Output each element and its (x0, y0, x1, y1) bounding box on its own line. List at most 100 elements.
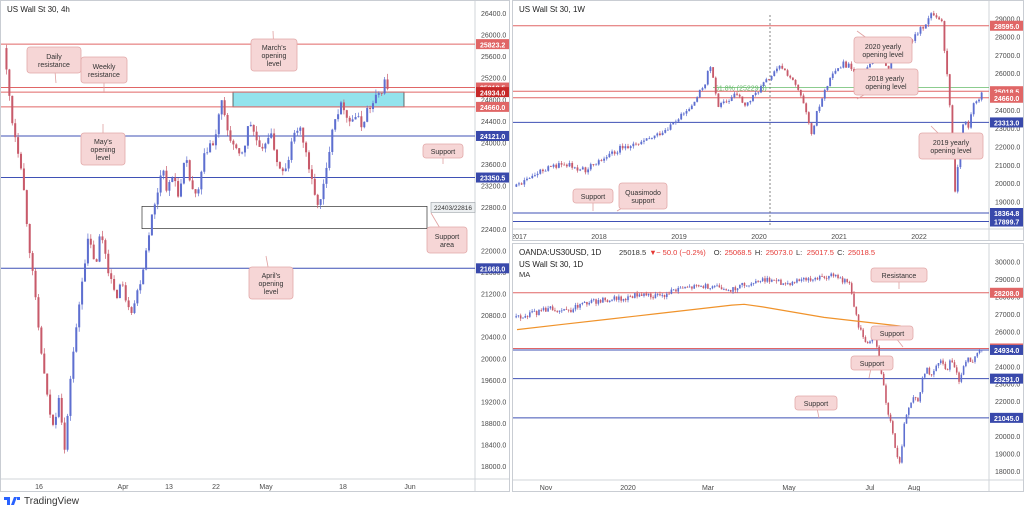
candle (815, 110, 818, 127)
candle-body (316, 194, 319, 205)
candle-body (595, 164, 598, 166)
chart-panel-1d[interactable]: 30000.029000.028000.027000.026000.025000… (512, 243, 1024, 492)
candle (894, 433, 896, 449)
candle-body (523, 180, 526, 185)
price-badge (990, 86, 1023, 97)
candle (518, 181, 520, 187)
candle-body (834, 70, 837, 74)
candle-body (777, 279, 780, 282)
callout: March's opening level (250, 30, 298, 72)
candle-body (22, 168, 25, 191)
candle-body (914, 34, 917, 41)
callout: Daily resistance (26, 46, 82, 84)
candle-body (892, 421, 894, 434)
candle-body (139, 284, 142, 291)
candle (522, 317, 524, 319)
candle-body (136, 290, 139, 304)
candle-body (926, 367, 928, 374)
chart-1w-svg[interactable]: 29000.028000.027000.026000.025000.024000… (513, 1, 1024, 241)
price-badge-label: 23291.0 (994, 377, 1019, 384)
candle-body (95, 259, 98, 262)
candle-body (812, 279, 814, 281)
candle-body (839, 277, 842, 279)
candle (517, 315, 520, 318)
candle (956, 164, 959, 194)
candle-body (711, 286, 714, 289)
price-badge-label: 25823.2 (480, 42, 505, 49)
candle (887, 402, 890, 417)
tradingview-logo[interactable]: TradingView (4, 494, 79, 508)
candle-body (605, 157, 608, 159)
candle (386, 73, 389, 91)
candle (342, 99, 345, 115)
candle (37, 294, 40, 331)
candle-body (930, 374, 933, 376)
candle (620, 295, 622, 303)
candle-body (328, 151, 331, 168)
ohlc-value: 25017.5 (807, 248, 834, 257)
chart-4h-svg[interactable]: 26400.0 26000.0 25600.0 25200.0 24800.0 24400… (1, 1, 510, 492)
candle (846, 278, 848, 284)
candle (524, 313, 527, 319)
candle-body (962, 366, 965, 375)
price-badge-label: 28595.0 (994, 24, 1019, 31)
candle (688, 284, 691, 288)
price-badge (990, 287, 1023, 298)
price-badge-label: 17899.7 (994, 220, 1019, 227)
candle (637, 143, 640, 146)
candle (825, 275, 828, 281)
candle-body (841, 277, 844, 283)
candle (672, 122, 675, 125)
candle (916, 31, 919, 36)
candle-body (789, 75, 792, 78)
candle-body (629, 146, 632, 149)
indicator-label: MA (519, 270, 530, 279)
candle (538, 309, 540, 316)
candle-body (584, 167, 587, 173)
candle (800, 277, 803, 283)
candle (684, 286, 686, 289)
candle-body (319, 199, 322, 205)
candle-body (730, 97, 733, 101)
candle-body (700, 286, 702, 287)
chart-title-secondary: US Wall St 30, 1D (519, 260, 583, 269)
ohlc-label: ▼ (649, 248, 656, 257)
candle (552, 163, 555, 169)
candle-body (624, 299, 627, 301)
candle (855, 306, 858, 317)
candle (696, 96, 699, 103)
callout-text: Support (880, 331, 905, 338)
candle-body (19, 153, 23, 169)
candle (736, 287, 739, 293)
candle-body (188, 160, 191, 181)
candle (749, 100, 752, 105)
candle-body (560, 163, 563, 165)
candle-body (773, 71, 776, 77)
chart-panel-1w[interactable]: 29000.028000.027000.026000.025000.024000… (512, 0, 1024, 241)
candle-body (273, 133, 276, 150)
y-tick-label: 24000.0 (995, 108, 1020, 115)
candle (107, 249, 110, 277)
candle-body (232, 140, 235, 145)
candle-body (844, 279, 846, 283)
candle-body (701, 88, 704, 90)
candle-body (622, 299, 625, 301)
price-badge (476, 39, 509, 50)
chart-panel-4h[interactable]: 26400.0 26000.0 25600.0 25200.0 24800.0 24400… (0, 0, 510, 492)
candle (964, 121, 967, 126)
candle-body (270, 133, 273, 138)
candle (935, 13, 938, 19)
candle (159, 170, 162, 197)
ohlc-value: 25018.5 (848, 248, 875, 257)
ohlc-label: H: (755, 248, 763, 257)
tradingview-logo-icon (4, 497, 20, 505)
y-tick-label: 22000.0 (995, 399, 1020, 406)
candle-body (770, 76, 773, 80)
candle-body (928, 367, 931, 375)
candle-body (587, 169, 590, 173)
candle (571, 161, 574, 170)
candle-body (799, 89, 802, 96)
candle-body (576, 305, 579, 308)
chart-1d-svg[interactable]: 30000.029000.028000.027000.026000.025000… (513, 244, 1024, 492)
candle (232, 139, 235, 150)
